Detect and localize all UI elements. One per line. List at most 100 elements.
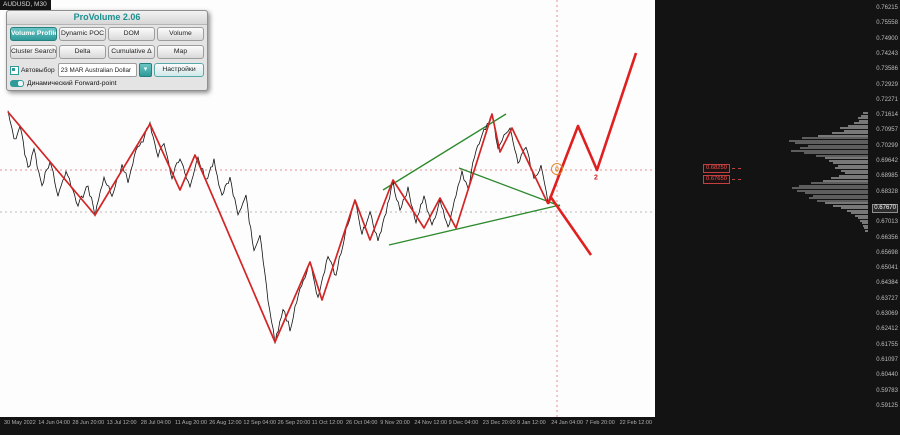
price-axis-label: 0.60440	[876, 372, 898, 379]
price-axis-label: 0.61097	[876, 356, 898, 363]
volume-profile-bar	[809, 197, 868, 199]
price-axis-label: 0.68328	[876, 188, 898, 195]
dom-button[interactable]: DOM	[108, 27, 155, 41]
volume-profile-bar	[838, 164, 868, 167]
forecast-down-line[interactable]	[548, 195, 593, 256]
price-axis-label: 0.63069	[876, 311, 898, 317]
price-tag-dash	[731, 168, 741, 169]
volume-profile-bar	[789, 139, 868, 142]
autoselect-checkbox[interactable]	[10, 65, 19, 75]
map-button[interactable]: Map	[157, 45, 204, 59]
delta-button[interactable]: Delta	[59, 45, 106, 59]
cumulative-delta-button[interactable]: Cumulative Δ	[108, 45, 155, 59]
price-axis-label: 0.70957	[876, 127, 898, 134]
time-axis-label: 9 Dec 04:00	[448, 420, 479, 426]
volume-profile-bar	[816, 154, 868, 157]
time-axis-label: 11 Oct 12:00	[311, 420, 343, 426]
settings-button[interactable]: Настройки	[154, 63, 204, 77]
time-axis-label: 26 Oct 04:00	[346, 420, 378, 426]
volume-profile-bar	[848, 124, 868, 127]
cluster-search-button[interactable]: Cluster Search	[10, 45, 57, 59]
price-axis-label: 0.74243	[876, 50, 898, 57]
time-axis-label: 9 Nov 20:00	[380, 420, 410, 426]
price-axis[interactable]: 0.76215 0.75558 0.74900 0.74243 0.73586 0.729…	[866, 0, 900, 417]
volume-profile-bar	[832, 132, 868, 134]
price-axis-label: 0.61755	[876, 341, 898, 348]
time-axis-label: 23 Dec 20:00	[482, 420, 516, 426]
price-axis-label: 0.59125	[876, 402, 898, 409]
volume-profile-bar	[813, 194, 868, 197]
volume-profile-bar	[804, 152, 868, 154]
time-axis-label: 30 May 2022	[4, 420, 36, 426]
price-axis-label: 0.63727	[876, 295, 898, 302]
time-axis-label: 26 Aug 12:00	[209, 420, 242, 426]
volume-profile-bar	[840, 127, 868, 129]
dynamic-poc-button[interactable]: Dynamic POC	[59, 27, 106, 41]
time-axis-label: 7 Feb 20:00	[585, 420, 615, 426]
volume-profile-bar	[839, 174, 868, 177]
price-axis-label: 0.70299	[876, 142, 898, 149]
volume-profile-button[interactable]: Volume Profile	[10, 27, 57, 41]
contract-dropdown[interactable]: 23 MAR Australian Dollar	[57, 63, 137, 77]
price-axis-label: 0.76215	[876, 5, 898, 11]
time-axis-label: 22 Feb 12:00	[619, 420, 653, 426]
panel-control-row: Автовыбор 23 MAR Australian Dollar ▾ Нас…	[7, 61, 207, 78]
wave-label-circle	[551, 163, 563, 175]
time-axis-label: 28 Jun 20:00	[72, 420, 105, 426]
provolume-panel: ProVolume 2.06 Volume Profile Dynamic PO…	[6, 10, 208, 91]
price-axis-label: 0.72929	[876, 81, 898, 88]
price-axis-label: 0.75558	[876, 20, 898, 27]
volume-profile-bar	[800, 147, 868, 149]
volume-profile-bar	[833, 204, 868, 207]
price-axis-label: 0.64384	[876, 280, 898, 287]
forward-point-row: Динамический Forward-point	[7, 78, 207, 90]
volume-profile-bar	[805, 192, 868, 194]
panel-button-row-1: Volume Profile Dynamic POC DOM Volume	[7, 25, 207, 43]
dropdown-arrow-button[interactable]: ▾	[139, 63, 152, 77]
volume-profile-bar	[829, 159, 868, 162]
volume-profile-bar	[825, 202, 868, 204]
price-tag-dash	[731, 179, 741, 180]
zigzag-overlay[interactable]	[7, 111, 549, 343]
trendline-green[interactable]	[458, 167, 561, 207]
price-axis-label: 0.73586	[876, 66, 898, 73]
price-line-series	[7, 110, 549, 344]
volume-profile-bar	[825, 157, 868, 159]
volume-profile-bar	[844, 129, 868, 132]
price-axis-label: 0.71614	[876, 112, 898, 119]
volume-profile-bar	[818, 134, 868, 137]
trendline-green[interactable]	[388, 204, 561, 246]
forecast-up-line[interactable]	[546, 52, 638, 205]
price-axis-label: 0.74900	[876, 35, 898, 42]
volume-profile-bar	[791, 149, 868, 152]
volume-profile-bar	[799, 184, 868, 187]
wave-label: 0	[555, 167, 559, 174]
price-axis-label: 0.72271	[876, 96, 898, 103]
price-axis-label: 0.67670	[872, 203, 898, 213]
price-axis-label: 0.65698	[876, 249, 898, 256]
volume-profile-bar	[845, 172, 868, 174]
volume-profile-bar	[817, 199, 868, 202]
trendline-green[interactable]	[382, 113, 507, 191]
forward-point-label: Динамический Forward-point	[27, 80, 117, 87]
time-axis-label: 24 Nov 12:00	[414, 420, 448, 426]
time-axis-label: 13 Jul 12:00	[106, 420, 137, 426]
panel-title[interactable]: ProVolume 2.06	[7, 11, 207, 25]
price-tag-upper: 0.68250	[703, 164, 741, 173]
panel-button-row-2: Cluster Search Delta Cumulative Δ Map	[7, 43, 207, 61]
price-tag-upper-value: 0.68250	[703, 164, 730, 173]
volume-button[interactable]: Volume	[157, 27, 204, 41]
forward-point-tags: 0.68250 0.67650	[703, 164, 741, 186]
price-axis-label: 0.68985	[876, 173, 898, 180]
price-axis-label: 0.65041	[876, 265, 898, 272]
price-chart-canvas[interactable]: 02	[0, 0, 655, 417]
volume-profile-bar	[811, 182, 868, 184]
forward-point-toggle[interactable]	[10, 80, 24, 87]
wave-label: 2	[594, 175, 598, 182]
time-axis[interactable]: 30 May 2022 14 Jun 04:00 28 Jun 20:00 13 Ju…	[0, 417, 900, 435]
volume-profile-bar	[835, 167, 868, 169]
volume-profile-bar	[802, 137, 868, 139]
volume-profile-bar	[808, 144, 868, 147]
time-axis-label: 24 Jan 04:00	[551, 420, 583, 426]
